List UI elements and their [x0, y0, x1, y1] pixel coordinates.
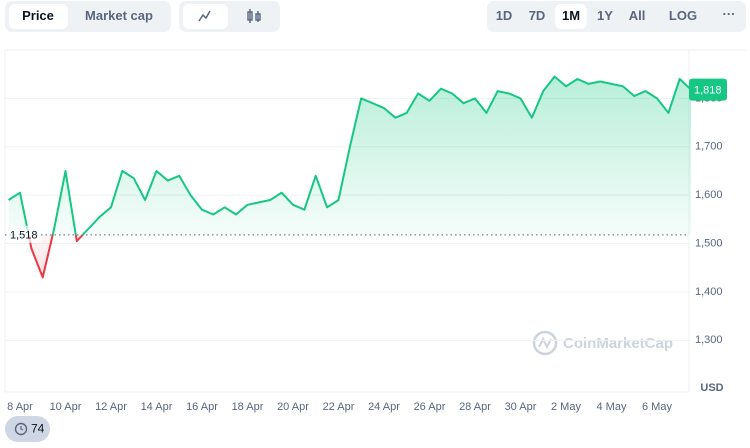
- watermark-text: CoinMarketCap: [563, 335, 673, 352]
- last-price-label: 1,818: [694, 85, 722, 97]
- reference-label: 1,518: [10, 230, 38, 242]
- x-tick-label: 10 Apr: [50, 401, 82, 413]
- line-icon: [198, 10, 211, 22]
- x-tick-label: 12 Apr: [95, 401, 127, 413]
- x-tick-label: 8 Apr: [7, 401, 33, 413]
- y-tick-label: 1,500: [695, 237, 723, 249]
- range-button[interactable]: All: [629, 8, 646, 23]
- range-button[interactable]: 1Y: [597, 8, 613, 23]
- x-tick-label: 16 Apr: [186, 401, 218, 413]
- price-line: [8, 75, 692, 279]
- y-tick-label: 1,700: [695, 141, 723, 153]
- last-price-box: [689, 78, 727, 101]
- range-button[interactable]: 1D: [496, 8, 513, 23]
- currency-label: USD: [700, 382, 723, 394]
- x-tick-label: 22 Apr: [323, 401, 355, 413]
- x-tick-label: 26 Apr: [414, 401, 446, 413]
- x-tick-label: 28 Apr: [459, 401, 491, 413]
- watermark: CoinMarketCap: [532, 330, 673, 356]
- x-tick-label: 18 Apr: [232, 401, 264, 413]
- clock-icon: [14, 422, 28, 436]
- range-button[interactable]: 1M: [562, 8, 580, 23]
- tab[interactable]: Price: [22, 8, 54, 23]
- reference-label-bg: [7, 225, 41, 243]
- x-tick-label: 2 May: [551, 401, 581, 413]
- clock-hand: [20, 426, 24, 431]
- badge-count: 74: [31, 422, 45, 436]
- x-tick-label: 24 Apr: [368, 401, 400, 413]
- candle-icon[interactable]: [247, 9, 261, 23]
- x-tick-label: 20 Apr: [277, 401, 309, 413]
- tab[interactable]: Market cap: [85, 8, 153, 23]
- range-button[interactable]: LOG: [669, 8, 697, 23]
- history-badge[interactable]: [5, 416, 50, 442]
- range-button[interactable]: 7D: [529, 8, 546, 23]
- x-tick-label: 4 May: [596, 401, 626, 413]
- y-tick-label: 1,400: [695, 286, 723, 298]
- more-button[interactable]: ···: [723, 6, 736, 21]
- y-tick-label: 1,300: [695, 334, 723, 346]
- range-group: [487, 1, 746, 32]
- range-active[interactable]: [555, 4, 587, 29]
- x-tick-label: 6 May: [642, 401, 672, 413]
- x-tick-label: 30 Apr: [505, 401, 537, 413]
- area: [8, 76, 692, 278]
- y-tick-label: 1,600: [695, 189, 723, 201]
- tab-active[interactable]: [9, 4, 68, 29]
- x-tick-label: 14 Apr: [141, 401, 173, 413]
